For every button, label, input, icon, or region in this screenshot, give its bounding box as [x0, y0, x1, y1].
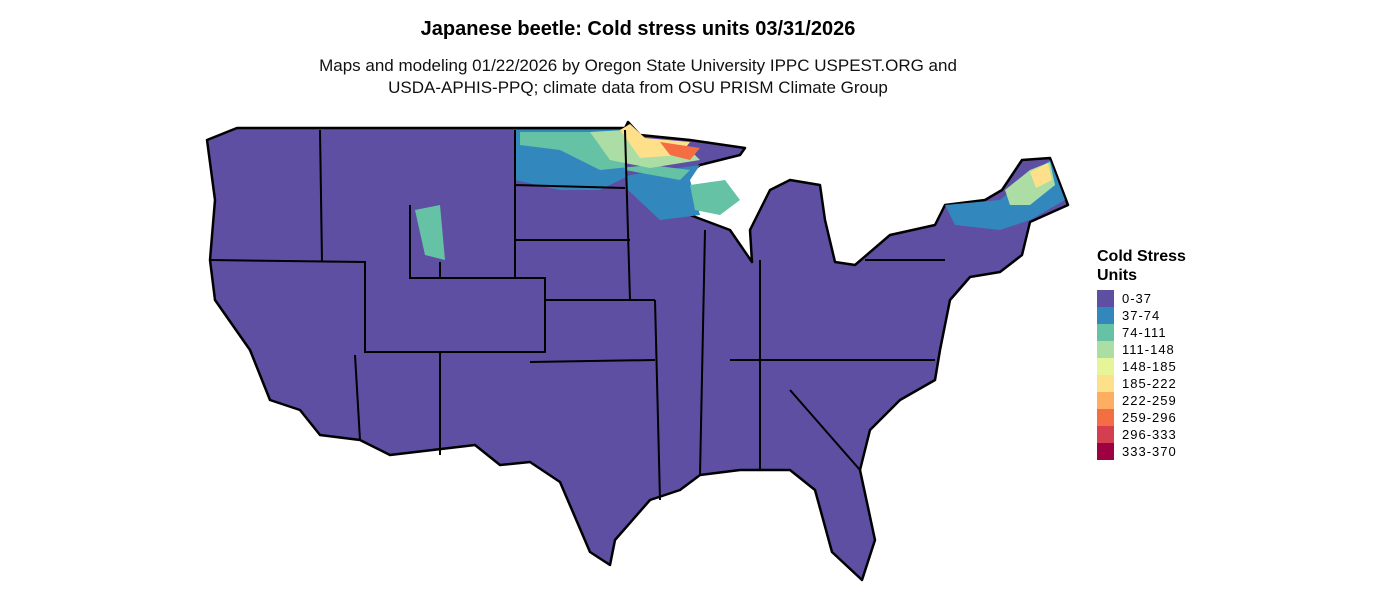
- legend-item: 111-148: [1097, 341, 1186, 358]
- legend-label: 74-111: [1122, 325, 1167, 340]
- legend-title-line-1: Cold Stress: [1097, 248, 1186, 265]
- legend-label: 222-259: [1122, 393, 1177, 408]
- legend-swatch: [1097, 307, 1114, 324]
- legend-swatch: [1097, 290, 1114, 307]
- legend-label: 333-370: [1122, 444, 1177, 459]
- legend-label: 111-148: [1122, 342, 1175, 357]
- legend-item: 74-111: [1097, 324, 1186, 341]
- cold-stress-regions: [415, 124, 1065, 260]
- legend-swatch: [1097, 409, 1114, 426]
- legend-swatch: [1097, 341, 1114, 358]
- legend-label: 259-296: [1122, 410, 1177, 425]
- legend-swatch: [1097, 324, 1114, 341]
- legend-item: 222-259: [1097, 392, 1186, 409]
- legend-item: 185-222: [1097, 375, 1186, 392]
- map-subtitle: Maps and modeling 01/22/2026 by Oregon S…: [0, 55, 1276, 99]
- legend-item: 148-185: [1097, 358, 1186, 375]
- legend-label: 0-37: [1122, 291, 1153, 306]
- legend-swatch: [1097, 358, 1114, 375]
- legend-label: 37-74: [1122, 308, 1161, 323]
- legend-label: 296-333: [1122, 427, 1177, 442]
- map-title: Japanese beetle: Cold stress units 03/31…: [420, 18, 856, 40]
- legend-swatch: [1097, 392, 1114, 409]
- legend-swatch: [1097, 426, 1114, 443]
- legend-title: Cold Stress Units: [1097, 247, 1186, 285]
- legend-item: 333-370: [1097, 443, 1186, 460]
- legend-title-line-2: Units: [1097, 267, 1137, 284]
- subtitle-line-1: Maps and modeling 01/22/2026 by Oregon S…: [319, 56, 957, 75]
- subtitle-line-2: USDA-APHIS-PPQ; climate data from OSU PR…: [388, 78, 888, 97]
- legend-swatch: [1097, 375, 1114, 392]
- legend-label: 185-222: [1122, 376, 1177, 391]
- state-borders: [209, 129, 945, 501]
- legend-label: 148-185: [1122, 359, 1177, 374]
- legend-item: 296-333: [1097, 426, 1186, 443]
- legend-swatch: [1097, 443, 1114, 460]
- legend-item: 0-37: [1097, 290, 1186, 307]
- legend-item: 37-74: [1097, 307, 1186, 324]
- legend: Cold Stress Units 0-37 37-74 74-111 111-148 1…: [1097, 247, 1186, 460]
- legend-item: 259-296: [1097, 409, 1186, 426]
